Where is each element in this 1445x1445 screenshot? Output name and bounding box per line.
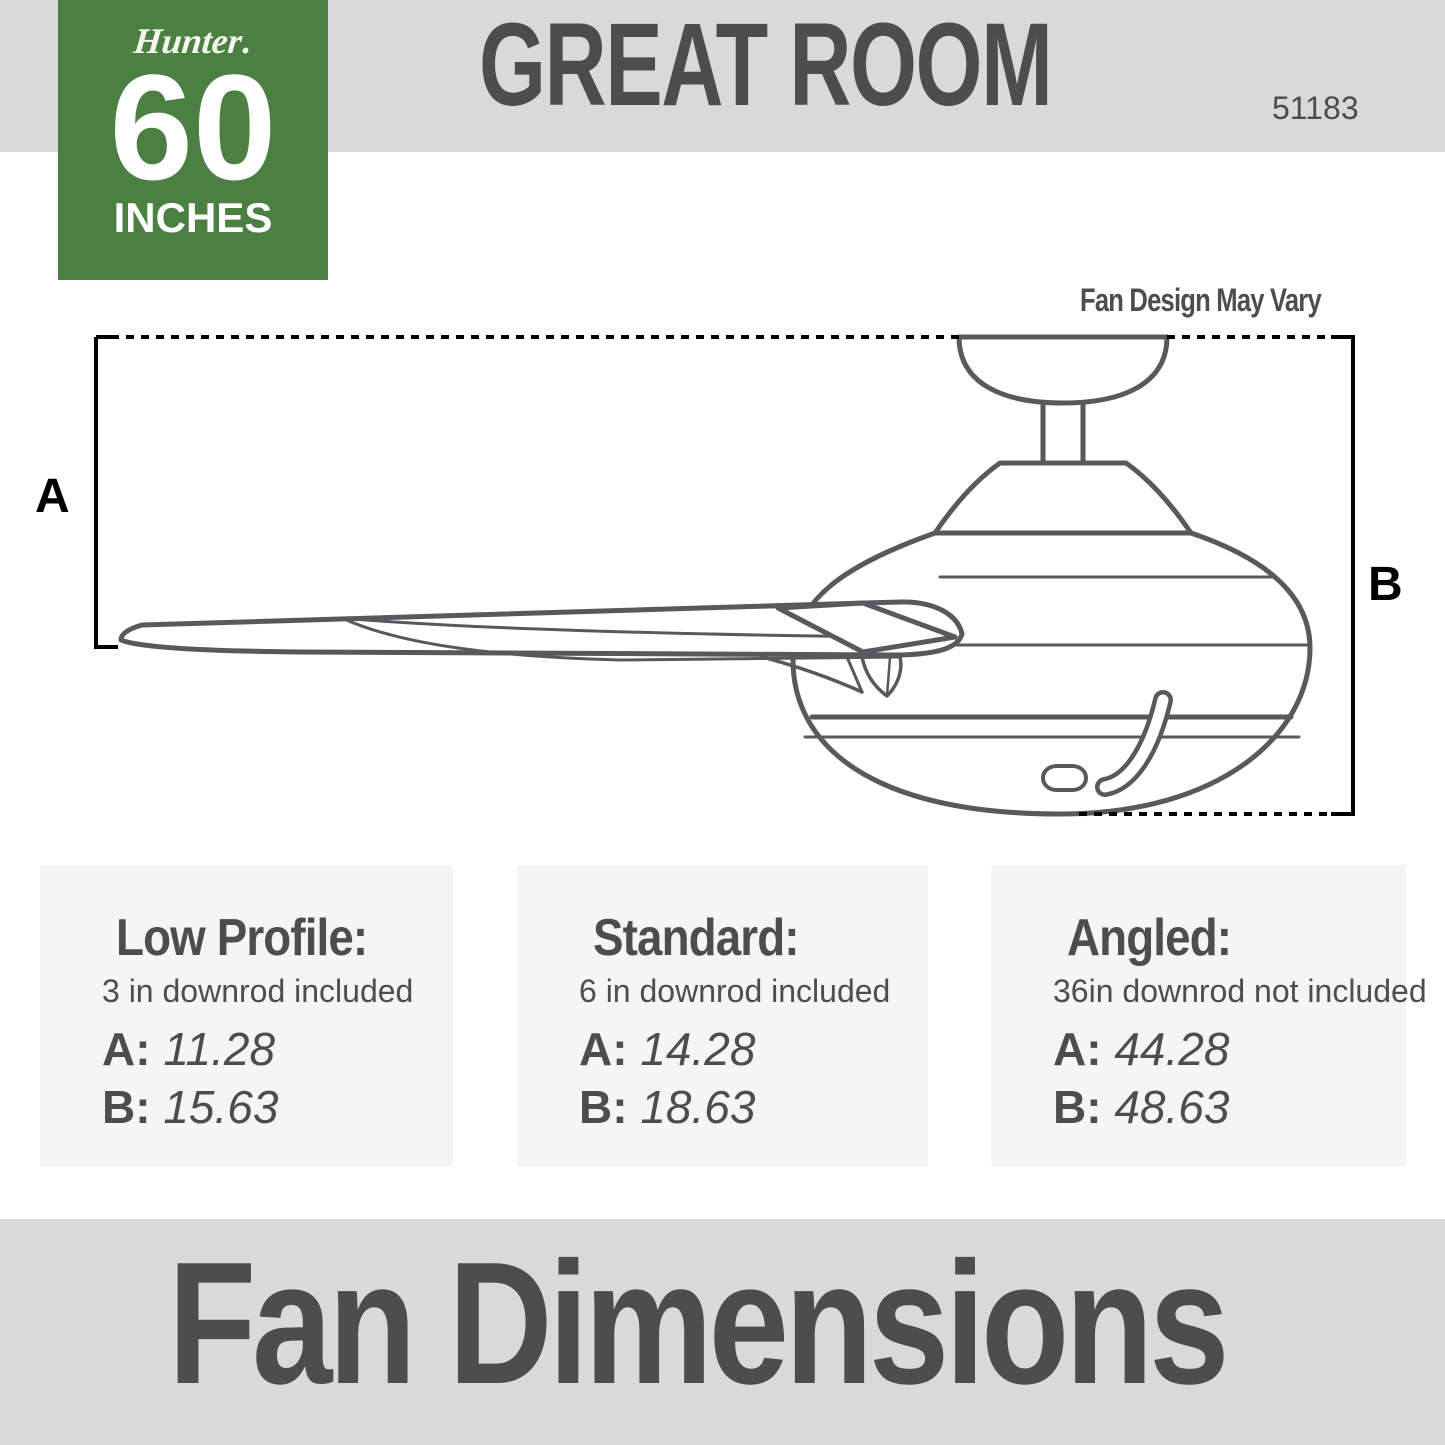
svg-text:B: B <box>1368 558 1403 611</box>
svg-text:A: A <box>35 470 70 523</box>
